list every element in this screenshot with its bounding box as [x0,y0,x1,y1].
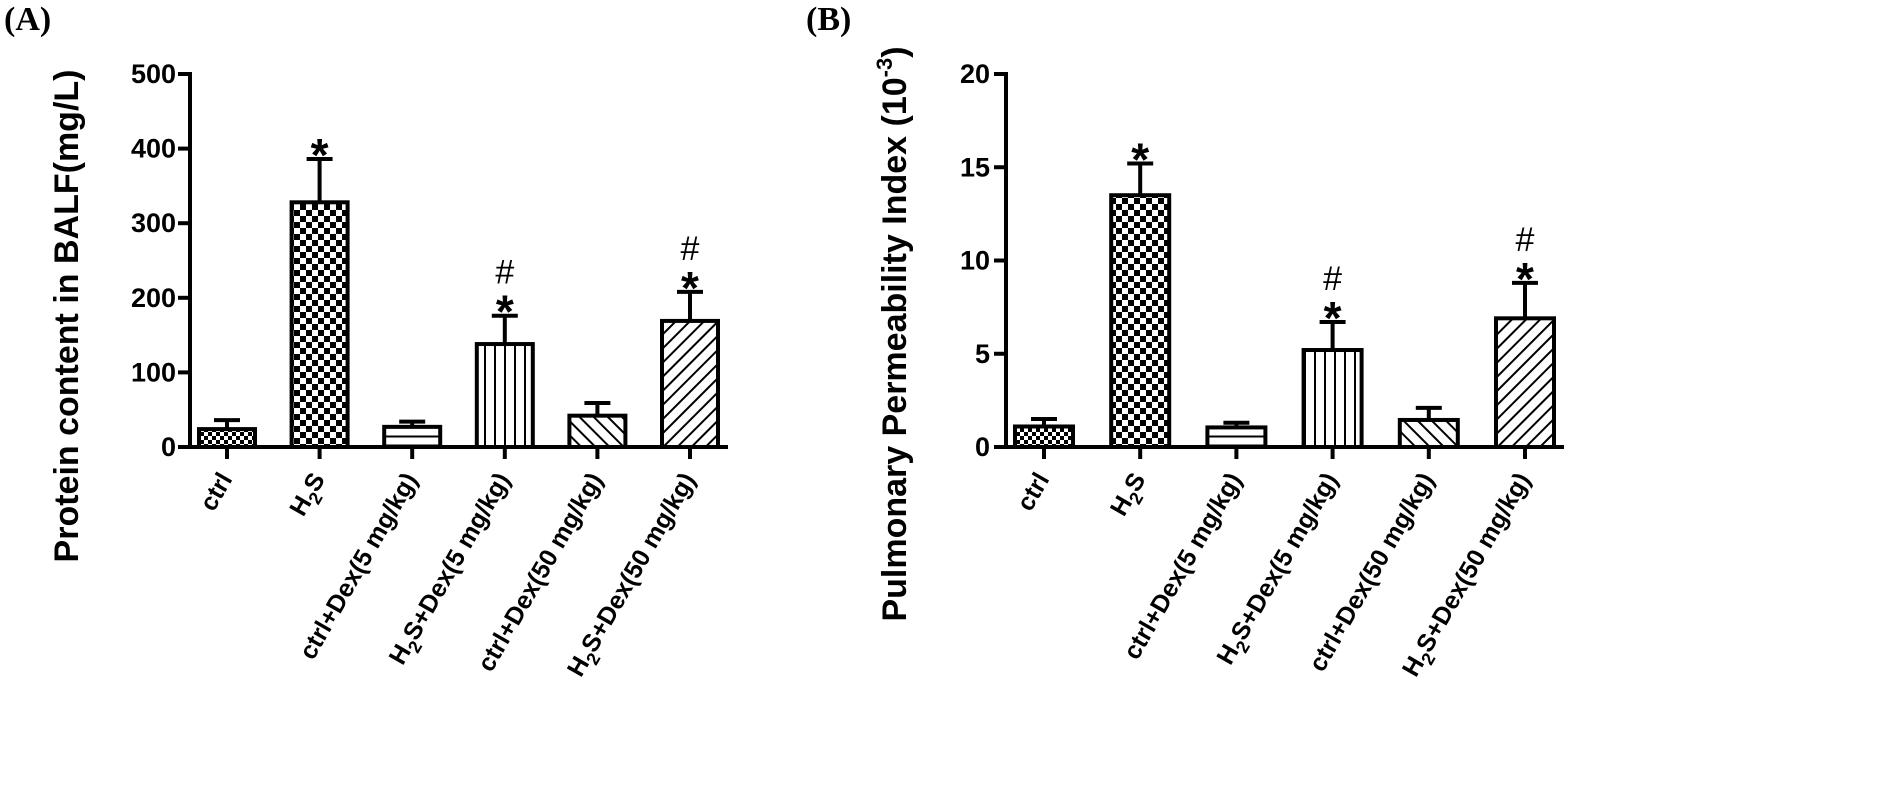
panel-b-y-tick-label: 0 [975,432,990,462]
panel-a-significance-star: * [681,262,699,314]
panel-a-category-label: H2S [284,468,335,523]
panel-a-significance-hash: # [681,230,700,268]
panel-a-bar [289,200,350,449]
panel-a-bar [474,342,535,449]
panel-b-significance-hash: # [1516,221,1535,259]
panel-b-category-label: ctrl [1011,468,1055,516]
panel-a-bar [660,318,720,449]
panel-a-y-tick-label: 400 [131,134,176,164]
panel-b-bar [1205,425,1268,450]
panel-a-y-tick-label: 100 [131,357,176,387]
panel-a-significance-star: * [311,129,329,181]
panel-b-bar [1301,348,1364,449]
panel-a-y-tick-label: 300 [131,208,176,238]
panel-b-significance-star: * [1516,253,1534,305]
panel-b-bar [1397,417,1460,449]
panel-a: (A) Protein content in BALF(mg/L) 0 100 20… [4,1,728,681]
panel-b-category-label: H2S [1105,468,1156,523]
panel-b-y-tick-label: 5 [975,339,990,369]
panel-a-y-tick-label: 0 [161,432,176,462]
panel-b-y-tick-label: 15 [960,152,990,182]
panel-b-bar [1109,193,1172,449]
panel-b-y-tick-label: 10 [960,246,990,276]
panel-b-bar [1494,316,1556,449]
panel-a-y-tick-label: 200 [131,283,176,313]
panel-a-bar [382,424,443,450]
panel-a-bar [567,413,628,449]
panel-b-significance-star: * [1131,134,1149,186]
panel-a-label: (A) [4,1,51,38]
panel-b: (B) Pulmonary Permeability Index (10-3) … [806,1,1564,681]
panel-a-y-axis-label: Protein content in BALF(mg/L) [48,70,86,563]
panel-b-bar [1013,424,1075,449]
panel-b-y-axis-label: Pulmonary Permeability Index (10-3) [872,46,914,621]
panel-a-bar [197,427,257,450]
panel-b-y-tick-label: 20 [960,59,990,89]
panel-b-significance-star: * [1324,292,1342,344]
panel-a-y-tick-label: 500 [131,59,176,89]
panel-b-significance-hash: # [1323,260,1342,298]
panel-b-label: (B) [806,1,851,38]
panel-a-category-label: ctrl [194,468,238,516]
panel-a-significance-star: * [496,286,514,338]
panel-a-significance-hash: # [495,254,514,292]
